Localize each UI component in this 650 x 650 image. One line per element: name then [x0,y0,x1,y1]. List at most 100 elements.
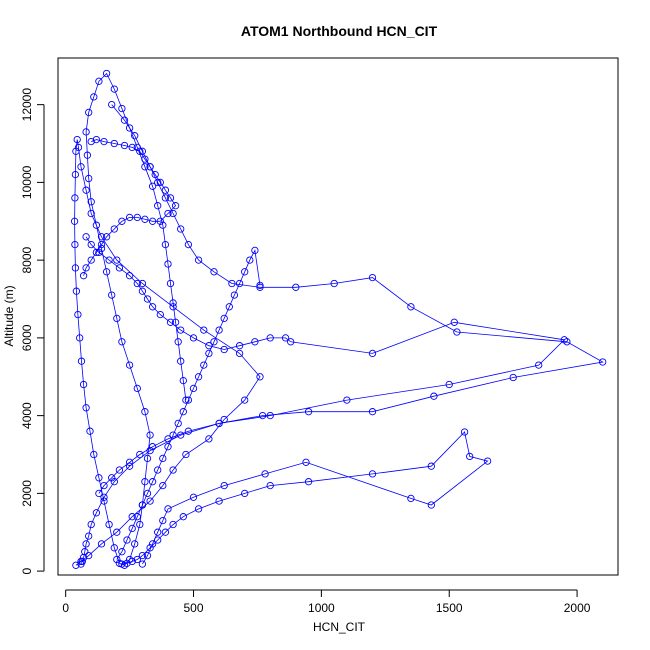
data-point [189,384,198,393]
data-point [72,287,81,295]
data-point [215,497,223,505]
data-point [82,128,90,136]
data-point [148,182,157,190]
data-point [161,528,170,536]
data-point [131,132,139,140]
data-point [123,536,131,544]
data-point [102,233,111,241]
data-point [143,454,152,463]
data-point [77,163,85,171]
data-point [105,256,113,264]
data-point [146,497,154,505]
data-point [241,268,249,276]
data-point [148,478,157,486]
data-point [138,551,147,560]
data-point [141,163,149,171]
data-point [182,450,190,459]
data-point [125,458,134,466]
data-point [174,338,182,346]
data-point [407,494,415,503]
data-point [287,338,295,346]
data-point [108,100,116,109]
data-point [169,466,177,474]
data-point [220,481,228,490]
data-point [85,551,93,560]
data-point [161,186,170,194]
data-point [105,520,113,529]
series-4-line [83,139,177,276]
data-point [159,221,167,229]
data-point [483,457,492,465]
data-point [177,326,185,334]
data-point [266,481,274,490]
data-point [154,178,162,187]
data-point [77,560,85,568]
data-point [509,373,517,382]
data-point [102,69,111,78]
series-layer [70,69,607,569]
data-point [151,170,159,179]
data-point [118,560,126,568]
data-point [200,361,208,369]
data-point [90,93,98,101]
data-point [343,396,351,404]
data-point [368,273,377,282]
data-point [179,513,187,521]
data-point [535,361,543,369]
x-tick-label: 0 [62,601,69,615]
data-point [154,466,162,474]
data-point [110,544,118,552]
series-2-line [121,431,489,565]
data-point [210,338,218,346]
data-point [453,328,461,336]
data-point [82,233,90,241]
data-point [169,299,177,307]
data-point [164,260,172,268]
data-point [97,233,106,241]
data-point [235,349,244,358]
x-tick-label: 500 [184,601,204,615]
y-tick-label: 4000 [20,402,34,429]
data-point [108,291,116,299]
y-tick-label: 2000 [20,480,34,507]
data-point [200,326,208,334]
data-point [148,303,157,311]
y-tick-label: 8000 [20,246,34,273]
data-point [184,427,193,435]
data-point [141,478,149,486]
data-point [164,443,172,451]
data-point [138,560,147,568]
data-point [292,283,300,291]
data-point [174,419,182,428]
data-point [460,428,469,436]
data-point [148,540,157,548]
data-point [138,501,147,509]
data-point [189,334,198,342]
data-point [205,435,213,443]
data-point [87,137,95,146]
data-point [110,139,118,148]
data-point [266,411,274,420]
series-5-line [116,249,261,560]
data-point [128,524,136,533]
data-point [220,314,228,323]
data-point [90,450,98,459]
data-point [125,361,134,369]
data-point [86,427,94,435]
data-point [159,516,167,525]
data-point [146,163,154,171]
data-point [215,326,223,334]
data-point [79,380,88,389]
data-point [118,217,126,225]
data-point [73,135,81,144]
data-point [159,454,167,463]
x-axis-label: HCN_CIT [313,620,366,634]
data-point [97,540,106,548]
data-point [125,272,134,280]
data-point [169,303,177,311]
data-point [71,194,79,202]
data-point [136,147,144,155]
data-point [113,256,121,264]
y-tick-label: 10000 [20,165,34,199]
